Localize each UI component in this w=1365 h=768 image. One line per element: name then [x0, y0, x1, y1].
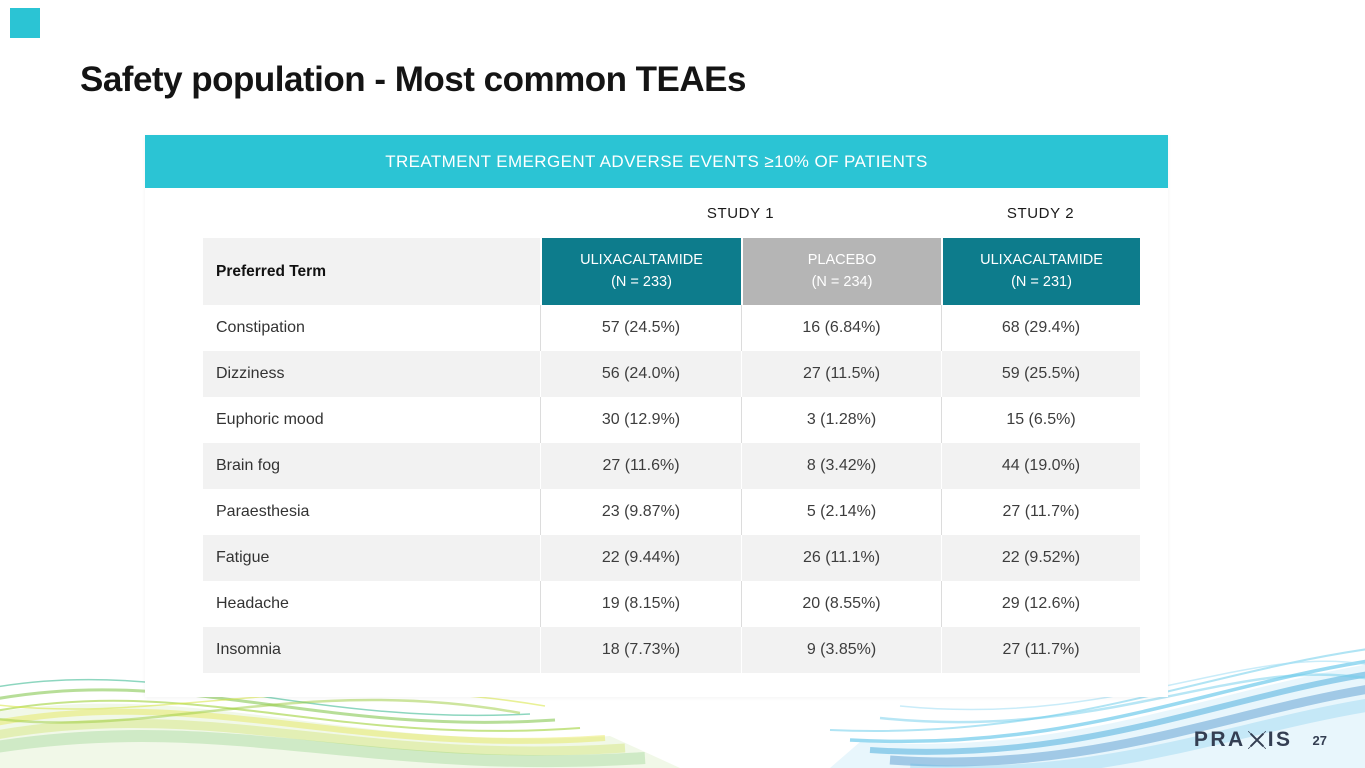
value-cell: 27 (11.6%): [540, 443, 741, 489]
value-cell: 22 (9.44%): [540, 535, 741, 581]
study1-label: STUDY 1: [706, 204, 775, 222]
table-title-banner: TREATMENT EMERGENT ADVERSE EVENTS ≥10% O…: [145, 135, 1168, 188]
term-cell: Fatigue: [216, 549, 270, 566]
value-cell: 68 (29.4%): [941, 305, 1140, 351]
column-n: (N = 231): [1011, 273, 1072, 290]
value-cell: 3 (1.28%): [741, 397, 941, 443]
table-row: Insomnia 18 (7.73%) 9 (3.85%) 27 (11.7%): [203, 627, 1140, 673]
slide-title: Safety population - Most common TEAEs: [80, 60, 746, 99]
table-row: Dizziness 56 (24.0%) 27 (11.5%) 59 (25.5…: [203, 351, 1140, 397]
praxis-x-icon: [1247, 731, 1266, 749]
value-cell: 27 (11.5%): [741, 351, 941, 397]
value-cell: 30 (12.9%): [540, 397, 741, 443]
value-cell: 22 (9.52%): [941, 535, 1140, 581]
study1-ulixacaltamide-header: ULIXACALTAMIDE (N = 233): [540, 238, 741, 305]
slide-footer: PRA IS 27: [1194, 728, 1327, 752]
study2-label: STUDY 2: [1006, 204, 1075, 222]
value-cell: 8 (3.42%): [741, 443, 941, 489]
table-row: Euphoric mood 30 (12.9%) 3 (1.28%) 15 (6…: [203, 397, 1140, 443]
value-cell: 9 (3.85%): [741, 627, 941, 673]
table-row: Brain fog 27 (11.6%) 8 (3.42%) 44 (19.0%…: [203, 443, 1140, 489]
value-cell: 56 (24.0%): [540, 351, 741, 397]
table-row: Fatigue 22 (9.44%) 26 (11.1%) 22 (9.52%): [203, 535, 1140, 581]
study1-placebo-header: PLACEBO (N = 234): [741, 238, 941, 305]
column-n: (N = 233): [611, 273, 672, 290]
value-cell: 18 (7.73%): [540, 627, 741, 673]
table-body: Constipation 57 (24.5%) 16 (6.84%) 68 (2…: [203, 305, 1140, 673]
value-cell: 16 (6.84%): [741, 305, 941, 351]
value-cell: 15 (6.5%): [941, 397, 1140, 443]
page-number: 27: [1312, 732, 1327, 748]
term-cell: Euphoric mood: [216, 411, 324, 428]
value-cell: 27 (11.7%): [941, 627, 1140, 673]
column-n: (N = 234): [811, 273, 873, 290]
value-cell: 29 (12.6%): [941, 581, 1140, 627]
term-cell: Brain fog: [216, 457, 281, 474]
column-label: PLACEBO: [807, 251, 877, 268]
study2-ulixacaltamide-header: ULIXACALTAMIDE (N = 231): [941, 238, 1140, 305]
value-cell: 57 (24.5%): [540, 305, 741, 351]
value-cell: 5 (2.14%): [741, 489, 941, 535]
teae-table: STUDY 1 STUDY 2 Preferred Term ULIXACALT…: [203, 188, 1140, 673]
term-cell: Insomnia: [216, 641, 281, 658]
table-row: Constipation 57 (24.5%) 16 (6.84%) 68 (2…: [203, 305, 1140, 351]
column-label: ULIXACALTAMIDE: [580, 251, 703, 268]
value-cell: 27 (11.7%): [941, 489, 1140, 535]
study-group-row: STUDY 1 STUDY 2: [203, 188, 1140, 238]
value-cell: 23 (9.87%): [540, 489, 741, 535]
table-row: Paraesthesia 23 (9.87%) 5 (2.14%) 27 (11…: [203, 489, 1140, 535]
value-cell: 44 (19.0%): [941, 443, 1140, 489]
praxis-logo: PRA IS: [1194, 728, 1293, 752]
teae-table-card: TREATMENT EMERGENT ADVERSE EVENTS ≥10% O…: [145, 135, 1168, 697]
value-cell: 20 (8.55%): [741, 581, 941, 627]
value-cell: 59 (25.5%): [941, 351, 1140, 397]
value-cell: 19 (8.15%): [540, 581, 741, 627]
term-cell: Paraesthesia: [216, 503, 310, 520]
corner-accent-square: [10, 8, 40, 38]
preferred-term-header: Preferred Term: [203, 238, 540, 305]
term-cell: Headache: [216, 595, 289, 612]
logo-text-pre: PRA: [1193, 728, 1246, 751]
term-cell: Constipation: [216, 319, 305, 336]
term-cell: Dizziness: [216, 365, 285, 382]
table-row: Headache 19 (8.15%) 20 (8.55%) 29 (12.6%…: [203, 581, 1140, 627]
column-label: ULIXACALTAMIDE: [980, 251, 1103, 268]
table-header-row: Preferred Term ULIXACALTAMIDE (N = 233) …: [203, 238, 1140, 305]
value-cell: 26 (11.1%): [741, 535, 941, 581]
logo-text-post: IS: [1267, 728, 1293, 751]
